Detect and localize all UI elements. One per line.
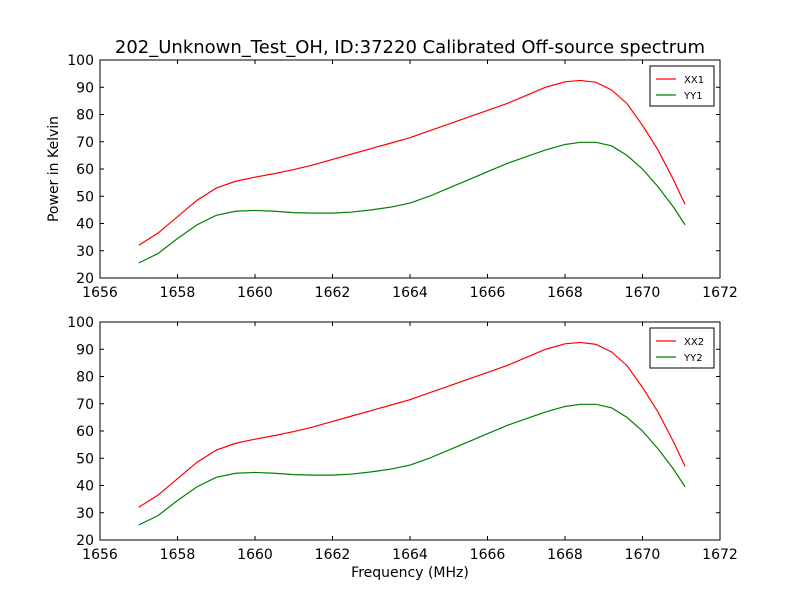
legend-label-xx2: XX2 bbox=[684, 337, 704, 348]
y-tick-label: 60 bbox=[76, 424, 94, 440]
x-axis-label: Frequency (MHz) bbox=[351, 565, 469, 581]
top-panel: 1656 1658 1660 1662 1664 1666 1668 1670 1672 20 30… bbox=[67, 53, 738, 301]
y-tick-label: 90 bbox=[76, 80, 94, 96]
y-tick-label: 30 bbox=[76, 506, 94, 522]
x-tick-label: 1660 bbox=[237, 285, 273, 301]
bottom-panel: 1656 1658 1660 1662 1664 1666 1668 1670 1672 20 30… bbox=[67, 315, 738, 563]
y-tick-label: 20 bbox=[76, 271, 94, 287]
x-tick-label: 1658 bbox=[160, 547, 196, 563]
y-axis-label: Power in Kelvin bbox=[46, 116, 62, 222]
y-tick-label: 70 bbox=[76, 135, 94, 151]
x-tick-label: 1662 bbox=[315, 285, 351, 301]
y-tick-label: 50 bbox=[76, 189, 94, 205]
y-tick-label: 30 bbox=[76, 244, 94, 260]
x-tick-label: 1660 bbox=[237, 547, 273, 563]
x-tick-label: 1668 bbox=[547, 285, 583, 301]
y-tick-label: 40 bbox=[76, 479, 94, 495]
x-tick-label: 1656 bbox=[82, 547, 118, 563]
series-line-xx2 bbox=[138, 341, 686, 508]
y-tick-label: 40 bbox=[76, 217, 94, 233]
x-tick-label: 1656 bbox=[82, 285, 118, 301]
x-tick-label: 1672 bbox=[702, 285, 738, 301]
y-tick-label: 90 bbox=[76, 342, 94, 358]
x-tick-label: 1670 bbox=[625, 285, 661, 301]
y-tick-label: 60 bbox=[76, 162, 94, 178]
y-tick-label: 100 bbox=[67, 315, 94, 331]
y-tick-label: 70 bbox=[76, 397, 94, 413]
legend-label-yy1: YY1 bbox=[683, 91, 703, 102]
y-tick-label: 20 bbox=[76, 533, 94, 549]
x-tick-label: 1664 bbox=[392, 547, 428, 563]
series-line-yy1 bbox=[138, 141, 686, 264]
x-tick-label: 1664 bbox=[392, 285, 428, 301]
y-tick-label: 100 bbox=[67, 53, 94, 69]
x-tick-label: 1668 bbox=[547, 547, 583, 563]
y-tick-label: 80 bbox=[76, 108, 94, 124]
x-tick-label: 1666 bbox=[470, 285, 506, 301]
y-tick-label: 80 bbox=[76, 370, 94, 386]
x-tick-label: 1670 bbox=[625, 547, 661, 563]
series-line-xx1 bbox=[138, 79, 686, 246]
x-tick-label: 1672 bbox=[702, 547, 738, 563]
x-tick-label: 1666 bbox=[470, 547, 506, 563]
x-tick-label: 1658 bbox=[160, 285, 196, 301]
x-tick-label: 1662 bbox=[315, 547, 351, 563]
chart-title: 202_Unknown_Test_OH, ID:37220 Calibrated… bbox=[115, 37, 705, 58]
series-line-yy2 bbox=[138, 403, 686, 526]
legend-label-xx1: XX1 bbox=[684, 75, 704, 86]
y-tick-label: 50 bbox=[76, 451, 94, 467]
legend-box bbox=[649, 327, 715, 369]
legend-label-yy2: YY2 bbox=[683, 353, 703, 364]
legend-box bbox=[649, 65, 715, 107]
